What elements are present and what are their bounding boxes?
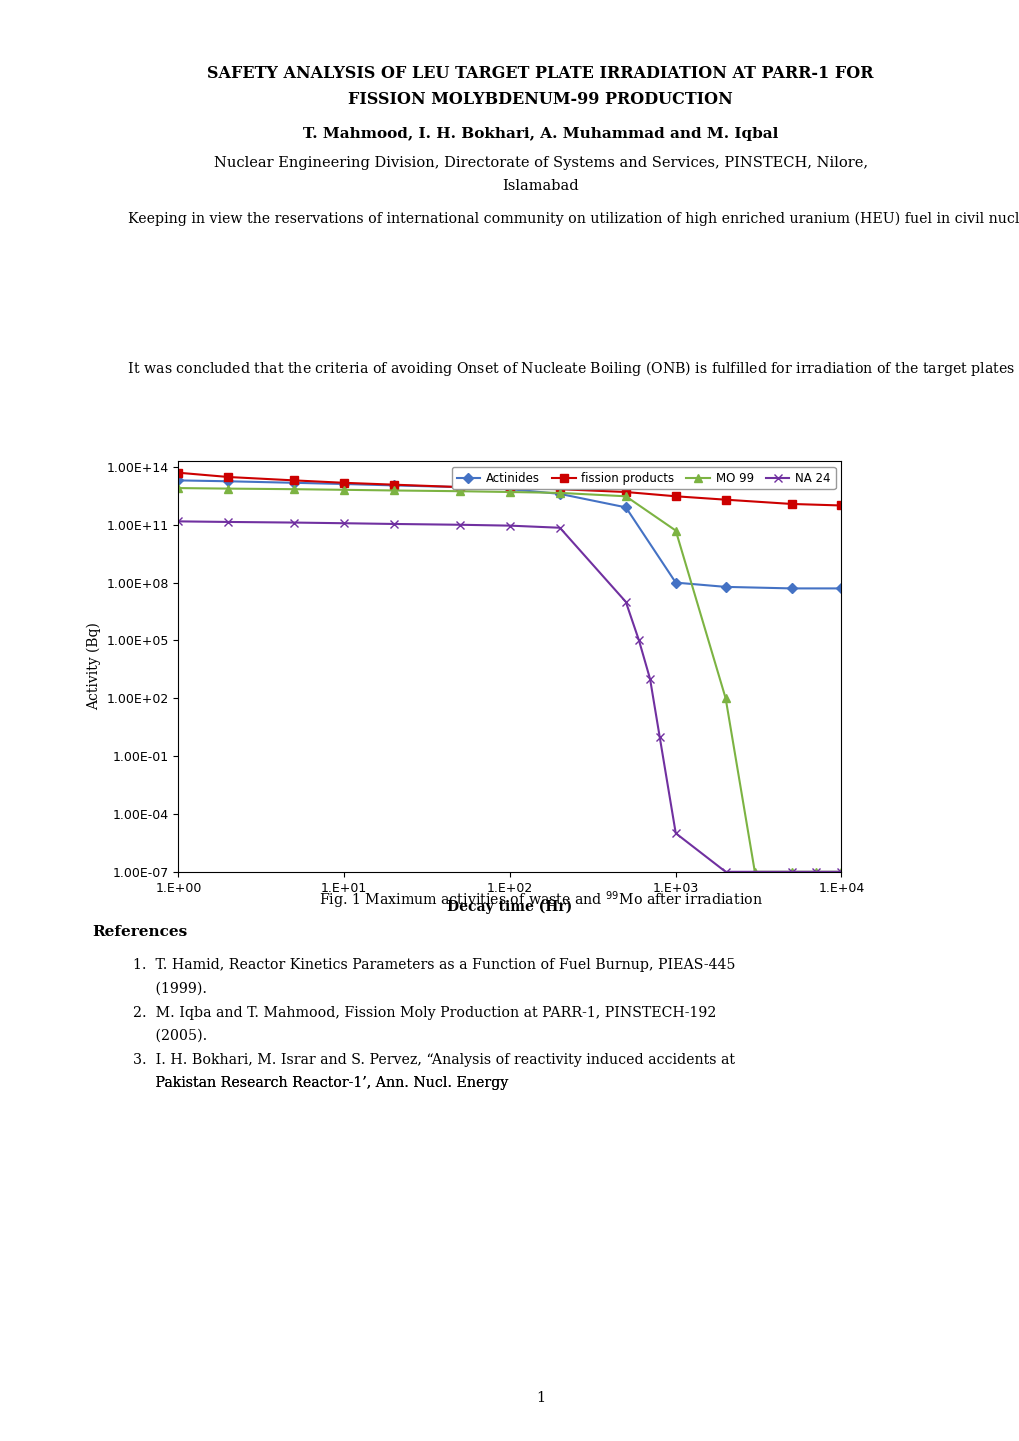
Text: References: References [92,925,186,940]
MO 99 [553,484,566,501]
MO 99 [338,481,351,499]
fission products [387,476,399,493]
X-axis label: Decay time (Hr): Decay time (Hr) [447,901,572,915]
MO 99 [835,863,847,880]
Text: FISSION MOLYBDENUM-99 PRODUCTION: FISSION MOLYBDENUM-99 PRODUCTION [347,91,733,108]
Text: T. Mahmood, I. H. Bokhari, A. Muhammad and M. Iqbal: T. Mahmood, I. H. Bokhari, A. Muhammad a… [303,127,777,141]
Actinides [553,486,566,503]
MO 99 [222,480,234,497]
Actinides [338,476,351,493]
MO 99 [809,863,821,880]
Line: fission products: fission products [174,468,845,509]
NA 24 [668,824,681,842]
fission products [718,491,731,509]
Actinides [387,477,399,494]
NA 24 [222,513,234,530]
Text: (2005).: (2005). [132,1029,207,1043]
fission products [288,471,301,488]
Actinides [288,474,301,491]
fission products [172,464,184,481]
Actinides [222,473,234,490]
NA 24 [620,594,632,611]
MO 99 [503,483,516,500]
NA 24 [835,863,847,880]
MO 99 [748,863,760,880]
fission products [503,480,516,497]
fission products [620,483,632,500]
Text: Islamabad: Islamabad [501,179,579,193]
MO 99 [387,481,399,499]
Text: Pakistan Research Reactor-1’, Ann. Nucl. Energy: Pakistan Research Reactor-1’, Ann. Nucl.… [132,1076,512,1091]
Actinides [718,578,731,595]
Actinides [453,478,466,496]
Text: 2.  M. Iqba and T. Mahmood, Fission Moly Production at PARR-1, PINSTECH-192: 2. M. Iqba and T. Mahmood, Fission Moly … [132,1006,715,1020]
fission products [785,496,797,513]
Text: Fig. 1 Maximum activities of waste and $^{99}$Mo after irradiation: Fig. 1 Maximum activities of waste and $… [318,889,762,911]
NA 24 [632,631,644,648]
NA 24 [387,516,399,533]
Line: Actinides: Actinides [174,477,845,592]
Actinides [503,480,516,497]
NA 24 [785,863,797,880]
Text: (1999).: (1999). [132,981,207,996]
MO 99 [785,863,797,880]
Legend: Actinides, fission products, MO 99, NA 24: Actinides, fission products, MO 99, NA 2… [451,467,835,490]
Text: 3.  I. H. Bokhari, M. Israr and S. Pervez, “Analysis of reactivity induced accid: 3. I. H. Bokhari, M. Israr and S. Pervez… [132,1053,734,1068]
Actinides [835,579,847,597]
Actinides [620,499,632,516]
NA 24 [503,517,516,535]
fission products [835,497,847,514]
MO 99 [668,522,681,539]
NA 24 [653,728,665,745]
Text: Nuclear Engineering Division, Directorate of Systems and Services, PINSTECH, Nil: Nuclear Engineering Division, Directorat… [213,156,867,170]
Text: 1.  T. Hamid, Reactor Kinetics Parameters as a Function of Fuel Burnup, PIEAS-44: 1. T. Hamid, Reactor Kinetics Parameters… [132,958,735,973]
NA 24 [172,513,184,530]
NA 24 [553,519,566,536]
Y-axis label: Activity (Bq): Activity (Bq) [87,623,101,710]
Text: 1: 1 [536,1391,544,1405]
Line: NA 24: NA 24 [174,517,845,876]
fission products [338,474,351,491]
fission products [668,487,681,504]
NA 24 [809,863,821,880]
Text: Pakistan Research Reactor-1’, Ann. Nucl. Energy: Pakistan Research Reactor-1’, Ann. Nucl.… [132,1076,512,1091]
MO 99 [288,480,301,497]
fission products [553,480,566,497]
Actinides [785,579,797,597]
MO 99 [620,487,632,504]
NA 24 [718,863,731,880]
NA 24 [338,514,351,532]
Text: It was concluded that the criteria of avoiding Onset of Nucleate Boiling (ONB) i: It was concluded that the criteria of av… [92,359,1019,380]
Line: MO 99: MO 99 [174,484,845,876]
fission products [222,468,234,486]
fission products [453,478,466,496]
NA 24 [643,670,655,687]
Actinides [172,471,184,488]
NA 24 [453,516,466,533]
MO 99 [718,690,731,708]
Text: SAFETY ANALYSIS OF LEU TARGET PLATE IRRADIATION AT PARR-1 FOR: SAFETY ANALYSIS OF LEU TARGET PLATE IRRA… [207,65,873,82]
Text: Keeping in view the reservations of international community on utilization of hi: Keeping in view the reservations of inte… [92,212,1019,226]
Actinides [668,574,681,591]
MO 99 [453,483,466,500]
MO 99 [172,480,184,497]
NA 24 [288,514,301,532]
